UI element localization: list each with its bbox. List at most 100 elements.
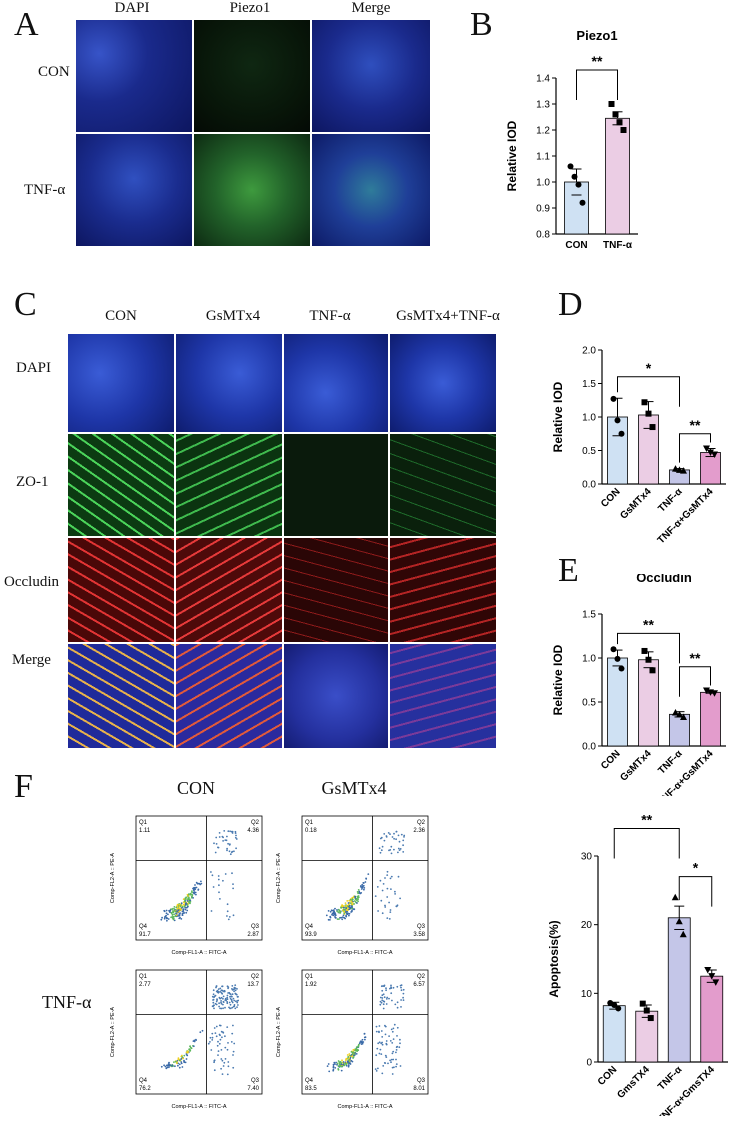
flow-event	[388, 918, 391, 920]
flow-event	[221, 1073, 224, 1075]
flow-event	[214, 851, 217, 854]
quadrant-q2-value: 6.57	[413, 982, 425, 988]
flow-event	[229, 1003, 232, 1006]
flow-event	[352, 1051, 355, 1053]
panel-f-row-tnf: TNF-α	[42, 992, 92, 1012]
chart-piezo1: Piezo1 Relative IOD 0.8 0.9 1.0 1.1 1.2 1.3 1.4 C…	[505, 28, 638, 251]
flow-event	[229, 997, 232, 1000]
flow-event	[381, 912, 384, 915]
flow-event	[329, 919, 331, 921]
flow-event	[178, 1059, 181, 1062]
chart-title: ZO-1	[649, 320, 679, 321]
flow-event	[231, 1006, 234, 1009]
flow-event	[178, 914, 181, 917]
panel-f-col-gsmtx4: GsMTx4	[321, 778, 387, 798]
flow-event	[237, 1004, 239, 1006]
flow-event	[217, 990, 219, 993]
flow-event	[343, 912, 346, 915]
flow-event	[232, 1050, 235, 1053]
flow-event	[220, 996, 223, 999]
flow-event	[395, 905, 398, 908]
flow-event	[332, 1068, 335, 1071]
data-point	[712, 979, 720, 986]
flow-event	[393, 837, 395, 840]
flow-event	[403, 834, 406, 837]
flow-event	[226, 1073, 229, 1076]
flow-event	[213, 1027, 216, 1029]
flow-event	[332, 909, 335, 912]
flow-event	[400, 986, 402, 989]
micrograph-c-tnf-merge	[284, 644, 388, 748]
flow-event	[348, 912, 351, 915]
data-point	[680, 713, 687, 720]
flow-event	[160, 918, 163, 921]
flow-event	[193, 891, 196, 894]
panel-letter-f: F	[14, 768, 33, 805]
significance-label: **	[690, 650, 701, 666]
flow-event	[221, 985, 223, 988]
flow-event	[198, 882, 201, 885]
flow-event	[183, 1059, 185, 1062]
flow-event	[169, 909, 172, 912]
flow-event	[230, 1041, 233, 1043]
flow-event	[184, 906, 186, 909]
panel-letter-c: C	[14, 286, 37, 323]
flow-event	[178, 917, 181, 920]
flow-event	[180, 902, 183, 905]
flow-event	[400, 1006, 402, 1008]
flow-event	[381, 1043, 384, 1046]
flow-event	[394, 893, 396, 895]
flow-event	[193, 890, 195, 892]
flow-event	[226, 994, 229, 997]
micrograph-a-con-merge	[312, 20, 430, 132]
significance-bracket	[617, 376, 680, 407]
flow-event	[332, 914, 335, 917]
flow-event	[188, 896, 190, 899]
data-point	[571, 173, 578, 180]
flow-event	[224, 839, 227, 841]
significance-label: **	[592, 53, 603, 69]
flow-event	[357, 896, 360, 899]
flow-event	[326, 1065, 329, 1067]
flow-event	[227, 1042, 229, 1044]
flow-event	[336, 1063, 338, 1066]
flow-event	[231, 832, 234, 834]
quadrant-q3-label: Q3	[251, 1078, 260, 1084]
bar	[667, 917, 691, 1063]
flow-event	[356, 899, 358, 902]
flow-event	[213, 1059, 216, 1062]
flow-event	[350, 900, 353, 903]
flow-event	[361, 1038, 364, 1041]
flow-event	[354, 897, 357, 899]
flow-event	[194, 884, 196, 886]
quadrant-q2-label: Q2	[417, 974, 426, 980]
quadrant-q2-value: 4.36	[247, 828, 259, 834]
flow-event	[391, 836, 394, 838]
flow-event	[186, 1054, 189, 1057]
flow-event	[211, 1036, 214, 1039]
data-point	[680, 467, 687, 474]
quadrant-q1-value: 0.18	[305, 828, 317, 834]
flow-event	[342, 1061, 345, 1063]
flow-event	[183, 903, 185, 906]
flow-event	[176, 1062, 178, 1065]
flow-event	[382, 1000, 385, 1002]
flow-event	[218, 884, 220, 887]
flow-event	[383, 839, 386, 842]
flow-event	[211, 1032, 214, 1035]
flow-event	[334, 1067, 337, 1069]
flow-event	[176, 903, 179, 906]
micrograph-c-gsmtx4tnf-merge	[390, 644, 496, 748]
flow-event	[381, 999, 384, 1002]
flow-event	[231, 872, 233, 875]
flow-event	[380, 849, 383, 852]
flow-event	[222, 995, 225, 998]
flow-event	[400, 984, 403, 986]
flow-event	[165, 1064, 168, 1067]
data-point	[639, 1000, 646, 1007]
flow-event	[172, 917, 174, 920]
flow-event	[385, 1056, 388, 1058]
flow-event	[379, 1000, 382, 1003]
flow-event	[189, 1045, 191, 1048]
flow-event	[226, 1026, 229, 1028]
